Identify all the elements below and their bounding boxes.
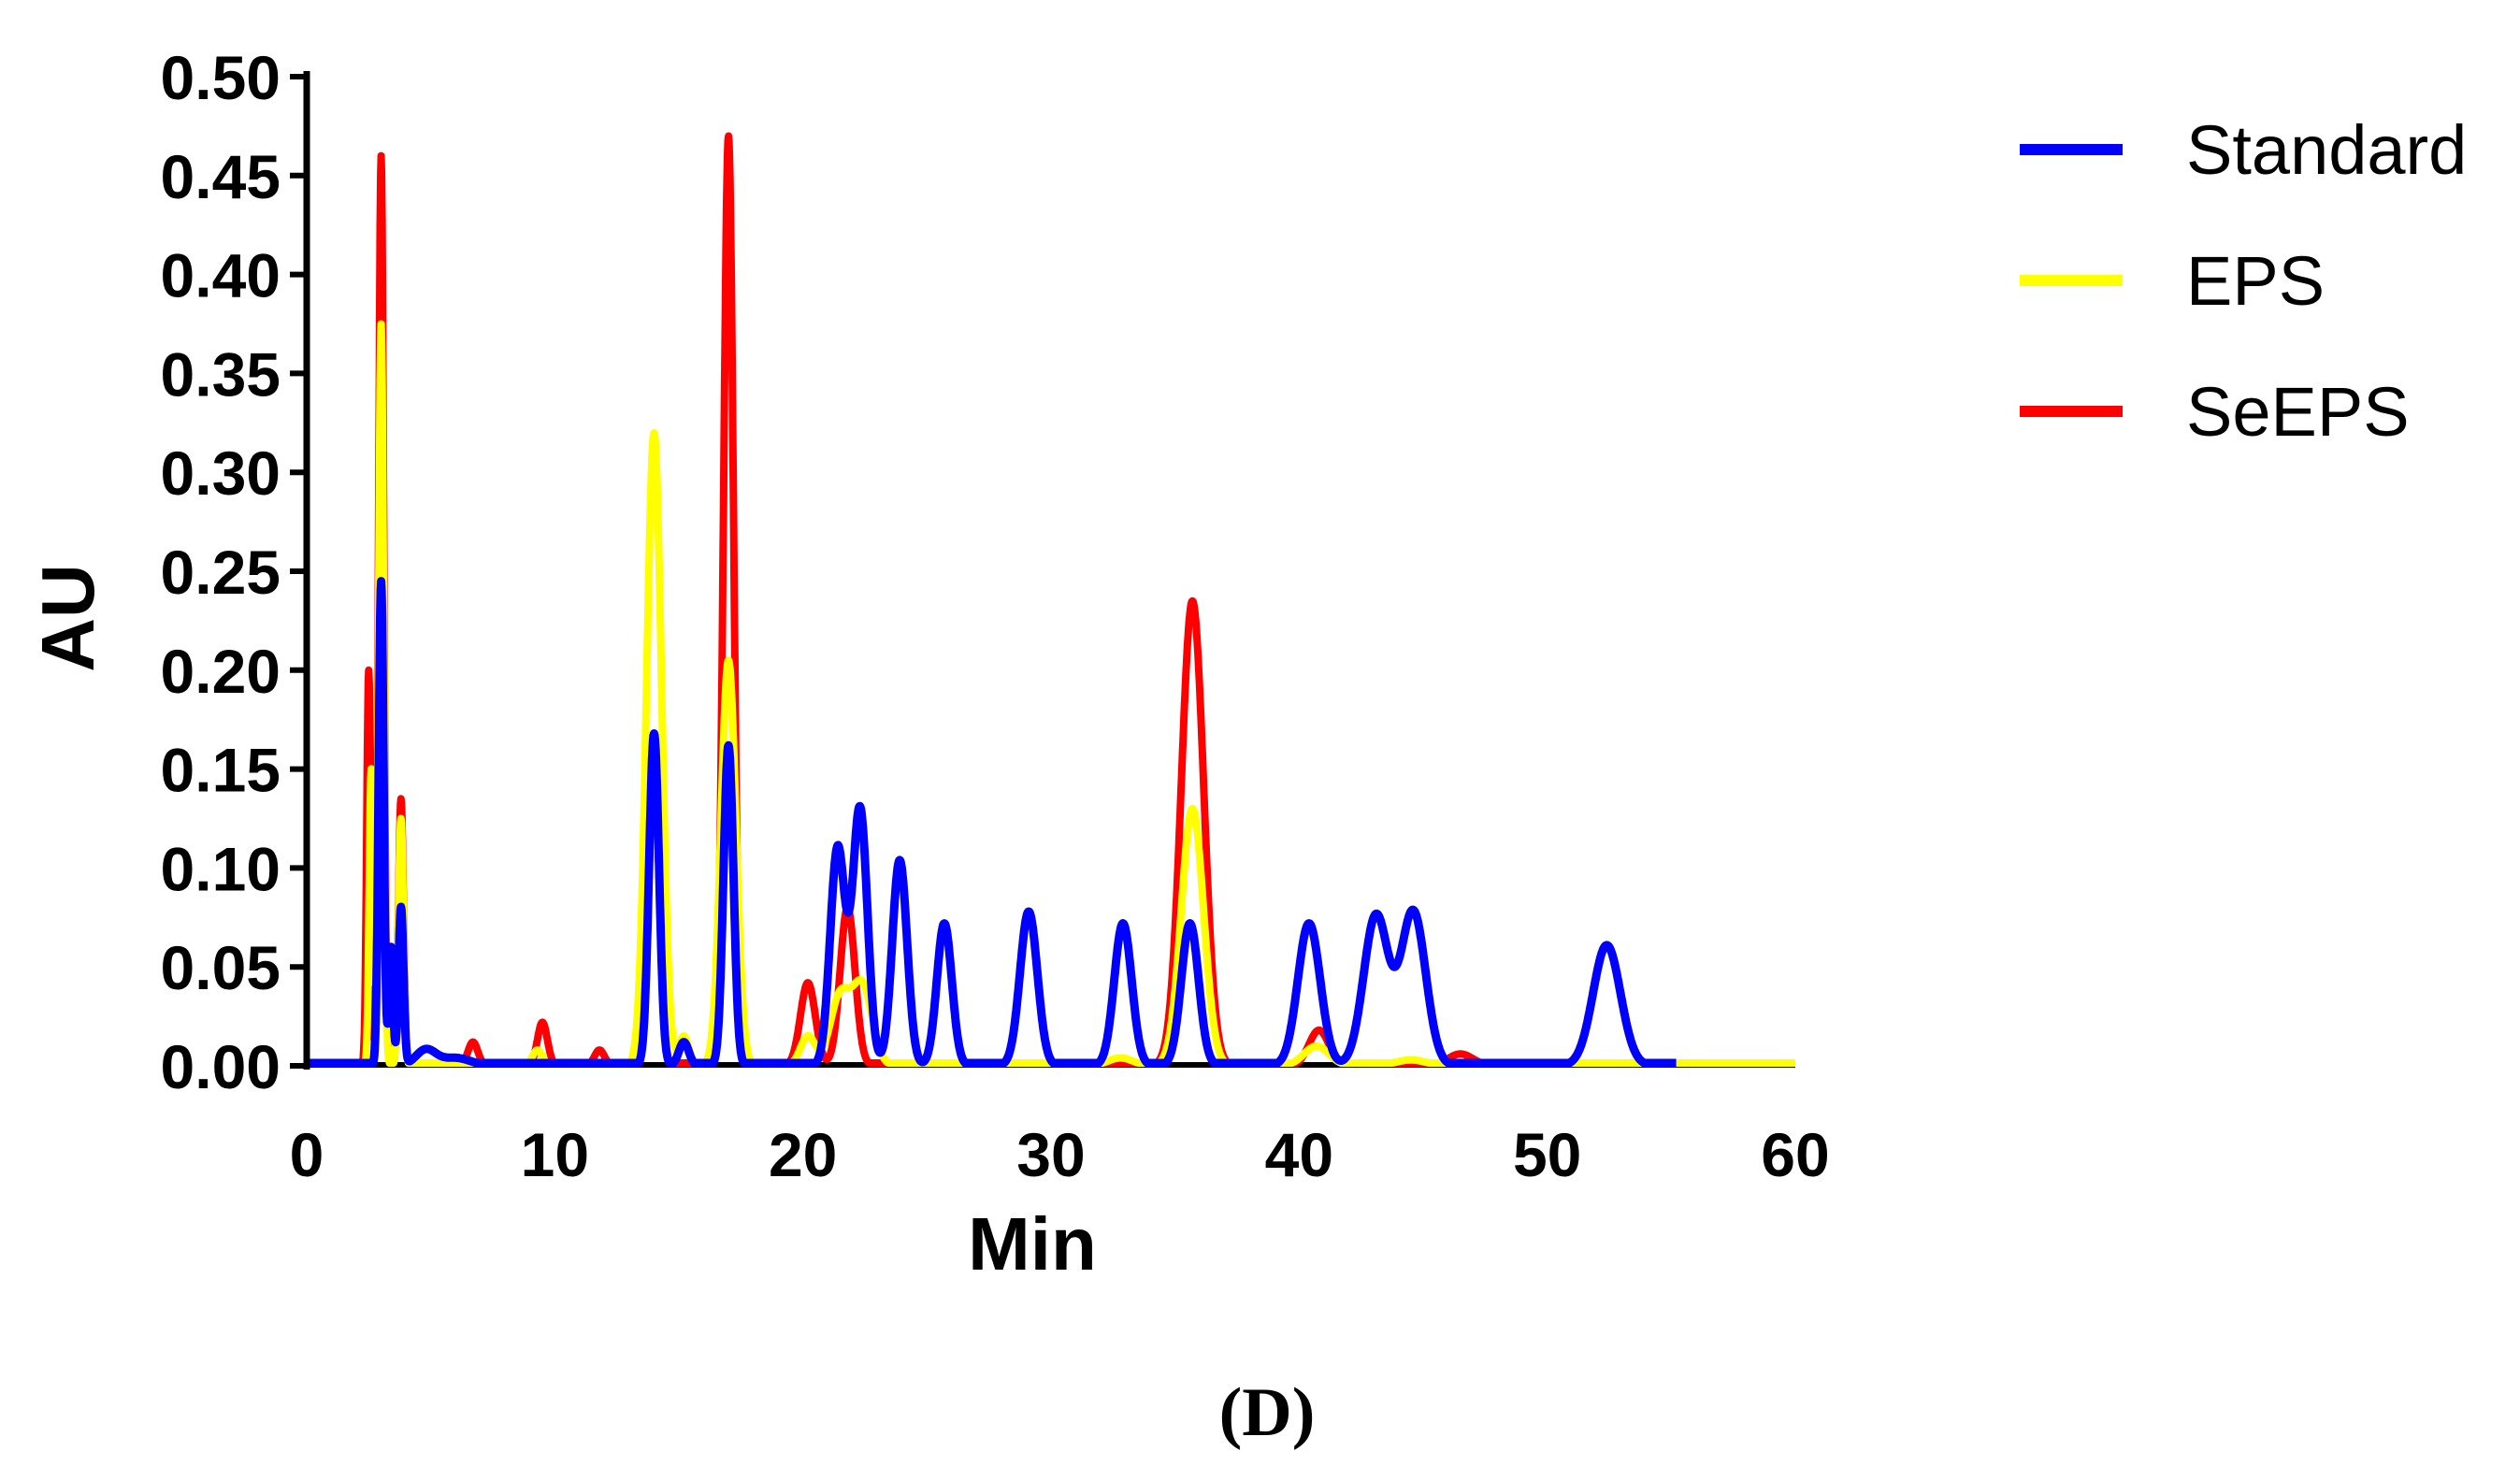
peak-apex: [1307, 922, 1311, 926]
plot-area: [303, 132, 1799, 1068]
legend-label: SeEPS: [2186, 373, 2410, 451]
y-tick-label: 0.30: [161, 438, 281, 508]
y-axis-ticks: 0.00 0.05 0.10 0.15 0.20 0.25 0.30 0.35 0.40 0.45…: [161, 43, 307, 1101]
legend-label: Standard: [2186, 111, 2467, 189]
legend-label: EPS: [2186, 242, 2325, 320]
peak-apex: [1315, 1044, 1318, 1048]
series-seeps: [303, 132, 1799, 1067]
x-axis-title: Min: [968, 1202, 1097, 1286]
peak-apex: [727, 134, 730, 137]
peak-apex: [389, 945, 393, 949]
peak-apex: [380, 323, 383, 325]
x-tick-label: 20: [769, 1120, 837, 1189]
peak-apex: [1318, 1028, 1321, 1032]
peak-apex: [471, 1041, 475, 1044]
peak-apex: [682, 1041, 685, 1044]
peak-apex: [1121, 922, 1125, 926]
peak-apex: [806, 981, 810, 984]
series-line: [303, 320, 1799, 1067]
x-tick-label: 10: [521, 1120, 589, 1189]
y-tick-label: 0.10: [161, 834, 281, 903]
y-tick-label: 0.20: [161, 637, 281, 706]
y-tick-label: 0.05: [161, 933, 281, 1002]
peak-apex: [652, 732, 655, 736]
legend-item: SeEPS: [2020, 373, 2410, 451]
peak-apex: [1027, 910, 1030, 913]
peak-apex: [536, 1048, 540, 1052]
x-tick-label: 0: [290, 1120, 324, 1189]
peak-apex: [540, 1020, 544, 1024]
y-tick-label: 0.00: [161, 1032, 281, 1101]
y-axis-title: AU: [26, 564, 109, 672]
peak-apex: [1190, 599, 1194, 603]
legend: Standard EPS SeEPS: [2020, 111, 2467, 451]
peak-apex: [399, 797, 403, 800]
peak-apex: [1459, 1052, 1462, 1056]
series-line: [303, 132, 1799, 1067]
x-tick-label: 50: [1513, 1120, 1581, 1189]
peak-apex: [424, 1048, 427, 1052]
peak-apex: [858, 807, 862, 811]
y-tick-label: 0.25: [161, 538, 281, 607]
peak-apex: [399, 817, 403, 820]
peak-apex: [1409, 1058, 1413, 1062]
peak-apex: [369, 768, 373, 771]
y-tick-label: 0.45: [161, 142, 281, 211]
peak-apex: [399, 906, 403, 910]
series-line: [303, 577, 1680, 1068]
peak-apex: [454, 1056, 457, 1060]
peak-apex: [1411, 910, 1415, 913]
peak-apex: [652, 431, 655, 435]
peak-apex: [380, 580, 383, 583]
series-eps: [303, 320, 1799, 1067]
peak-apex: [1605, 943, 1608, 947]
y-tick-label: 0.35: [161, 339, 281, 409]
legend-item: EPS: [2020, 242, 2325, 320]
peak-apex: [898, 858, 901, 862]
peak-apex: [727, 743, 730, 747]
peak-apex: [860, 984, 864, 988]
x-tick-label: 30: [1016, 1120, 1085, 1189]
x-tick-label: 40: [1265, 1120, 1333, 1189]
peak-apex: [598, 1048, 601, 1052]
y-tick-label: 0.15: [161, 736, 281, 805]
peak-apex: [367, 668, 370, 672]
peak-apex: [838, 995, 842, 999]
peak-apex: [1118, 1056, 1122, 1060]
panel-label: (D): [1219, 1374, 1316, 1451]
peak-apex: [1190, 807, 1194, 811]
x-axis-ticks: 0 10 20 30 40 50 60: [290, 1120, 1830, 1189]
peak-apex: [682, 1034, 685, 1038]
peak-apex: [1375, 913, 1378, 917]
legend-item: Standard: [2020, 111, 2467, 189]
peak-apex: [727, 658, 730, 662]
peak-apex: [943, 922, 946, 926]
series-standard: [303, 577, 1680, 1068]
y-tick-label: 0.40: [161, 241, 281, 310]
peak-apex: [836, 846, 840, 850]
y-tick-label: 0.50: [161, 43, 281, 112]
x-tick-label: 60: [1761, 1120, 1829, 1189]
peak-apex: [380, 154, 383, 158]
peak-apex: [806, 1034, 810, 1038]
peak-apex: [1188, 922, 1192, 926]
